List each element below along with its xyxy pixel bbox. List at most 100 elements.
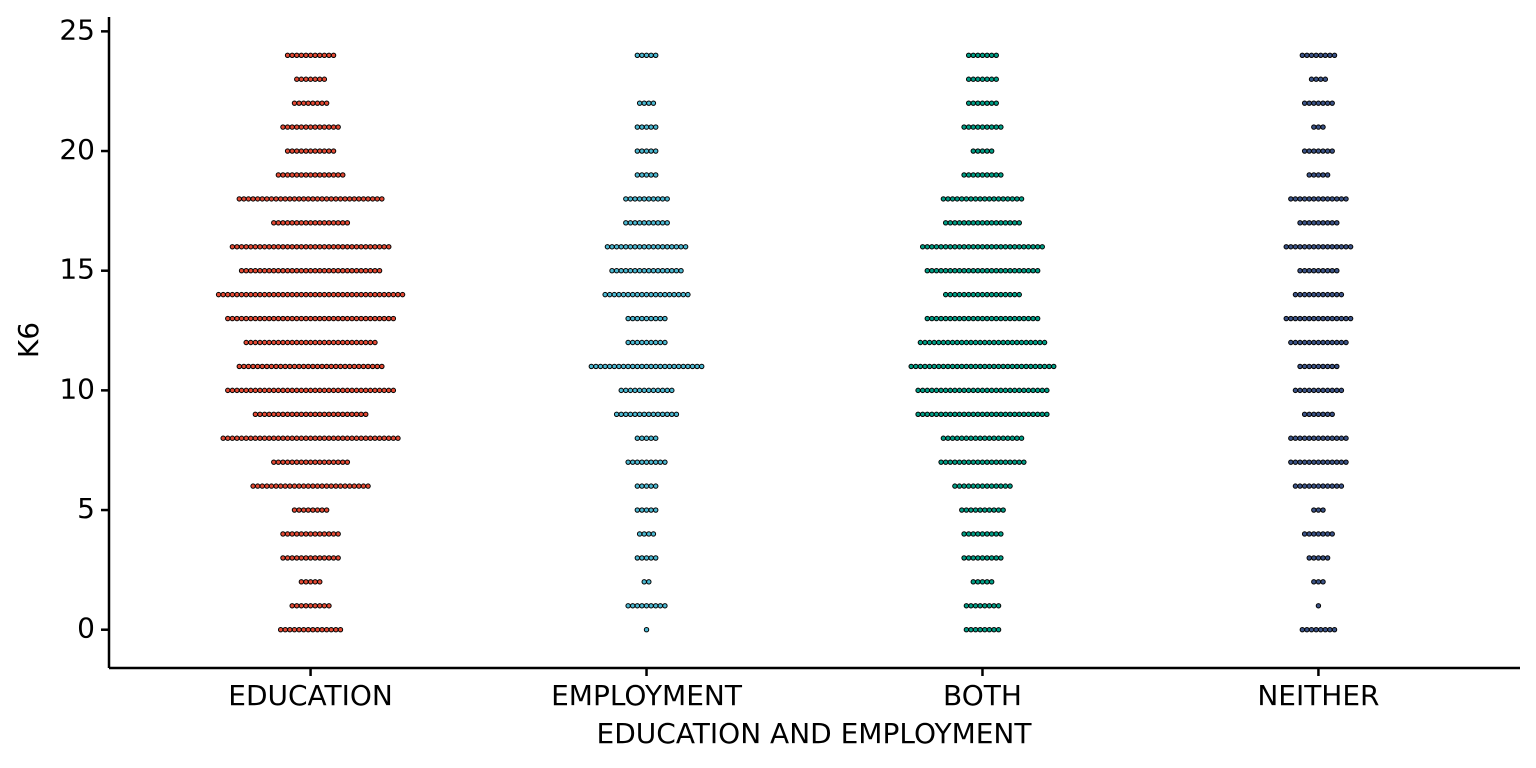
dot: [1288, 435, 1294, 441]
dot: [317, 267, 323, 274]
dot: [979, 483, 986, 489]
dot: [988, 483, 995, 489]
dot: [367, 244, 374, 250]
dot: [659, 387, 666, 394]
dot: [988, 291, 995, 298]
dot: [1306, 555, 1312, 561]
dot: [275, 339, 282, 346]
dot: [305, 363, 311, 370]
dot: [952, 483, 958, 489]
dot: [991, 627, 997, 633]
dot: [963, 196, 970, 202]
dot: [1324, 555, 1331, 561]
dot-row: [636, 531, 657, 537]
dot: [284, 291, 291, 298]
dot: [372, 339, 378, 346]
dot: [312, 172, 318, 178]
dot: [979, 244, 986, 250]
dot: [636, 411, 643, 418]
dot-row: [220, 435, 401, 441]
dot: [984, 52, 990, 58]
dot: [358, 244, 364, 250]
dot: [323, 627, 330, 633]
dot: [1297, 196, 1303, 202]
dot: [1292, 244, 1299, 250]
dot: [998, 244, 1004, 250]
dot: [294, 244, 300, 250]
dot: [252, 315, 259, 322]
dot-row: [634, 555, 659, 561]
dot: [1009, 363, 1016, 370]
dot: [250, 363, 256, 370]
dot: [659, 267, 666, 274]
dot: [248, 387, 254, 394]
dot: [1016, 411, 1022, 418]
dot: [938, 459, 944, 465]
dot: [947, 387, 953, 394]
dot: [662, 339, 668, 346]
dot: [326, 435, 332, 441]
dot: [630, 315, 636, 322]
x-axis-title: EDUCATION AND EMPLOYMENT: [597, 717, 1033, 750]
dot: [639, 339, 645, 346]
dot: [979, 387, 986, 394]
dot: [965, 459, 972, 465]
dot: [360, 363, 367, 370]
dot: [1301, 387, 1308, 394]
dot: [970, 291, 976, 298]
dot: [321, 52, 328, 58]
dot: [317, 339, 323, 346]
dot: [273, 483, 279, 489]
dot: [961, 555, 967, 561]
dot: [280, 244, 286, 250]
dot: [1315, 172, 1322, 178]
dot: [330, 172, 337, 178]
dot: [1318, 627, 1324, 633]
dot: [979, 267, 986, 274]
dot: [1311, 291, 1317, 298]
dot: [616, 363, 622, 370]
dot: [1329, 220, 1335, 226]
dot: [961, 244, 967, 250]
dot: [386, 244, 392, 250]
dot: [933, 387, 940, 394]
dot: [1308, 76, 1315, 82]
dot: [646, 196, 652, 202]
dot: [351, 363, 357, 370]
dot: [271, 459, 277, 465]
dot: [650, 196, 657, 202]
dot: [261, 435, 268, 441]
dot: [929, 315, 935, 322]
dot: [1329, 315, 1335, 322]
dot: [952, 220, 958, 226]
dot: [252, 244, 259, 250]
dot: [326, 220, 332, 226]
dot: [333, 363, 339, 370]
x-tick-label: NEITHER: [1257, 679, 1379, 712]
dot: [988, 172, 995, 178]
dot: [1315, 100, 1322, 106]
dot: [917, 339, 924, 346]
dot: [353, 387, 360, 394]
dot: [929, 387, 935, 394]
dot: [643, 507, 650, 513]
dot: [623, 387, 629, 394]
dot: [1014, 435, 1020, 441]
dot-row: [1283, 315, 1354, 322]
dot: [257, 435, 263, 441]
dot: [298, 52, 305, 58]
dot: [1011, 244, 1018, 250]
dot: [289, 315, 295, 322]
dot: [942, 459, 949, 465]
dot: [390, 315, 397, 322]
dot: [648, 435, 654, 441]
dot: [305, 627, 311, 633]
dot: [947, 244, 953, 250]
dot: [1322, 627, 1329, 633]
dot: [303, 172, 309, 178]
dot: [919, 387, 926, 394]
dot: [982, 507, 988, 513]
dot: [947, 267, 953, 274]
dot: [340, 315, 346, 322]
dot: [340, 435, 346, 441]
